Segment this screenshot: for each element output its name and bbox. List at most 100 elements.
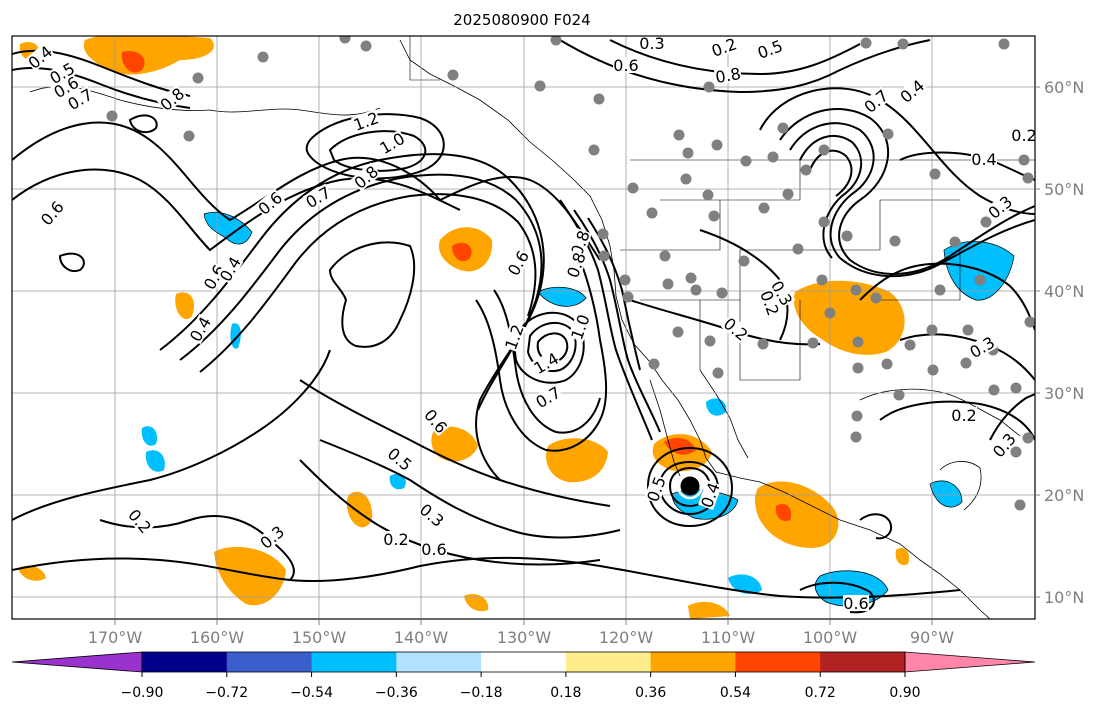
contour-label-bg — [24, 42, 56, 72]
shade-patch — [389, 473, 406, 490]
contour-label-bg — [125, 505, 155, 537]
station-markers — [106, 36, 1035, 511]
contour-label-bg — [383, 531, 409, 547]
contour-label-bg — [971, 151, 997, 167]
contour-label-bg — [532, 383, 564, 411]
contour-label-bg — [416, 500, 448, 530]
contour-label-bg — [37, 197, 67, 229]
contour-label-bg — [709, 36, 739, 59]
lon-tick-label: 160°W — [190, 628, 245, 647]
contour-label-bg — [896, 76, 928, 106]
yucatan-coast — [939, 461, 982, 511]
colorbar-segment — [735, 652, 821, 672]
colorbar-tick-label: 0.18 — [550, 685, 581, 701]
contour-label-bg — [64, 85, 96, 113]
contour-line — [779, 108, 1035, 275]
lon-tick-label: 120°W — [599, 628, 654, 647]
lat-tick-label: 30°N — [1044, 384, 1084, 403]
shade-patch — [83, 36, 214, 75]
contour-label-bg — [860, 86, 892, 116]
lat-tick-label: 10°N — [1044, 588, 1084, 607]
shade-patch — [728, 574, 762, 594]
contour-label-bg — [568, 312, 592, 342]
contour-label-bg — [768, 277, 796, 309]
latitude-ticks: 60°N 50°N 40°N 30°N 20°N 10°N — [1035, 78, 1084, 607]
colorbar-tick-label: −0.54 — [290, 685, 333, 701]
colorbar-segment — [396, 652, 482, 672]
colorbar-segment — [311, 652, 397, 672]
contour-line — [475, 259, 608, 452]
shade-patch — [895, 547, 910, 566]
contour-line — [493, 289, 601, 434]
contour-label-bg — [698, 480, 722, 510]
shade-patch — [346, 491, 373, 528]
shade-patch — [755, 481, 839, 548]
shade-patch — [775, 503, 792, 522]
colorbar-segment — [142, 652, 228, 672]
shade-patch — [204, 212, 252, 245]
contour-label: 0.6 — [613, 56, 638, 75]
contour-label-bg — [843, 595, 869, 611]
colorbar-segment — [565, 652, 652, 672]
contour-label-bg — [256, 522, 288, 552]
contour-line — [12, 121, 601, 261]
hurricane-ring — [676, 472, 704, 500]
lat-tick-label: 20°N — [1044, 486, 1084, 505]
contour-label-bg — [564, 250, 588, 280]
colorbar-frame — [141, 651, 906, 673]
contour-line — [179, 173, 543, 411]
contour-label-bg — [421, 541, 447, 557]
contour-line — [573, 209, 661, 433]
contour-label: 0.2 — [383, 530, 408, 549]
shade-patch — [452, 242, 472, 262]
hurricane-center-marker — [680, 476, 700, 496]
contour-line — [12, 556, 961, 599]
contour-line — [12, 168, 461, 252]
contour-label-bg — [1011, 127, 1035, 143]
shade-patch — [214, 546, 286, 606]
lat-tick-label: 50°N — [1044, 180, 1084, 199]
contour-label-bg — [376, 129, 408, 157]
colorbar: −0.90 −0.72 −0.54 −0.36 −0.18 0.18 0.36 0.54 0.7… — [11, 651, 1036, 701]
contour-label-bg — [758, 288, 782, 318]
contour-label-bg — [989, 429, 1019, 461]
contour-label: 0.6 — [421, 540, 446, 559]
contour-label-bg — [713, 64, 743, 86]
contour-label-bg — [302, 183, 334, 211]
contour-label: 0.4 — [971, 150, 996, 169]
contour-label-bg — [720, 314, 752, 344]
contour-line — [859, 262, 1035, 331]
colorbar-extend-high — [904, 651, 1036, 673]
contour-label: 0.2 — [1011, 126, 1036, 145]
contour-label-bg — [966, 333, 998, 361]
colorbar-tick-label: 0.90 — [889, 685, 920, 701]
contour-label-bg — [755, 37, 785, 61]
contour-label-bg — [216, 253, 244, 285]
contour-line — [128, 114, 158, 134]
aleutian-chain — [29, 86, 381, 116]
contour-label-bg — [350, 162, 382, 192]
lon-tick-label: 90°W — [910, 628, 954, 647]
contour-line — [328, 241, 416, 348]
colorbar-segment — [226, 652, 313, 672]
contour-line — [609, 39, 861, 76]
contour-line — [859, 513, 892, 540]
shade-patch — [538, 287, 586, 307]
colorbar-tick-label: 0.72 — [805, 685, 836, 701]
contour-line — [319, 439, 621, 539]
shade-patch — [145, 450, 165, 472]
longitude-ticks: 170°W 160°W 150°W 140°W 130°W 120°W 110°W 100°W… — [88, 619, 954, 647]
contour-line — [789, 122, 1035, 278]
contour-label-bg — [156, 84, 188, 114]
lon-tick-label: 140°W — [394, 628, 449, 647]
lon-tick-label: 130°W — [497, 628, 552, 647]
contour-label: 0.8 — [714, 64, 742, 87]
contour-label: 0.2 — [951, 406, 976, 425]
contour-line — [58, 252, 85, 272]
contour-line — [328, 130, 427, 172]
lat-tick-label: 60°N — [1044, 78, 1084, 97]
contour-label-bg — [384, 444, 416, 474]
colorbar-segment — [820, 652, 906, 672]
colorbar-tick-label: 0.36 — [635, 685, 666, 701]
shade-patch — [141, 426, 158, 446]
